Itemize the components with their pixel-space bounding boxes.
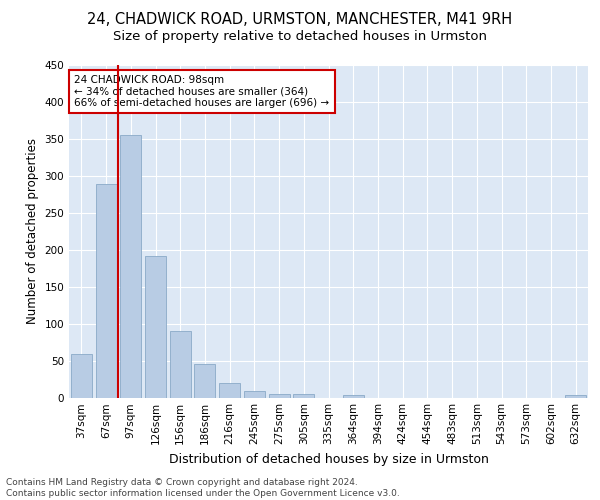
Text: Contains HM Land Registry data © Crown copyright and database right 2024.
Contai: Contains HM Land Registry data © Crown c… [6,478,400,498]
Bar [244,391,265,398]
Bar [269,394,290,398]
Text: 24, CHADWICK ROAD, URMSTON, MANCHESTER, M41 9RH: 24, CHADWICK ROAD, URMSTON, MANCHESTER, … [88,12,512,28]
Text: Size of property relative to detached houses in Urmston: Size of property relative to detached ho… [113,30,487,43]
Bar [293,394,314,398]
Bar [170,331,191,398]
Text: 24 CHADWICK ROAD: 98sqm
← 34% of detached houses are smaller (364)
66% of semi-d: 24 CHADWICK ROAD: 98sqm ← 34% of detache… [74,75,329,108]
Bar [145,256,166,398]
Bar [95,184,116,398]
Bar [219,384,240,398]
Bar [71,354,92,398]
Bar [194,364,215,398]
Bar [343,394,364,398]
Bar [565,394,586,398]
X-axis label: Distribution of detached houses by size in Urmston: Distribution of detached houses by size … [169,453,488,466]
Y-axis label: Number of detached properties: Number of detached properties [26,138,39,324]
Bar [120,135,141,398]
